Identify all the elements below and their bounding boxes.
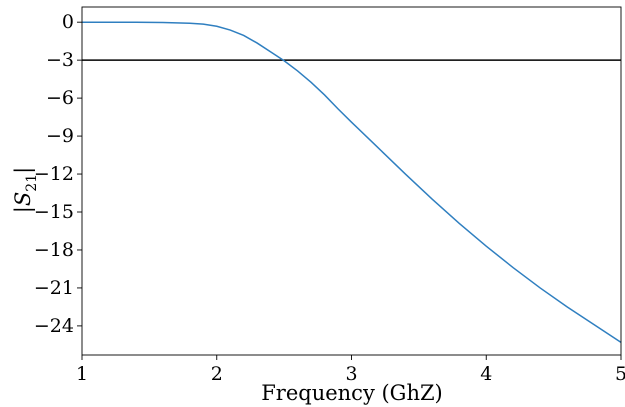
x-tick-label: 2 — [211, 363, 223, 385]
y-tick-label: −24 — [34, 315, 74, 337]
x-axis-label: Frequency (GhZ) — [261, 381, 443, 405]
y-tick-label: −18 — [34, 239, 74, 261]
y-tick-label: 0 — [62, 11, 74, 33]
x-tick-label: 3 — [345, 363, 357, 385]
y-tick-label: −21 — [34, 277, 74, 299]
series-line-0 — [82, 21, 622, 343]
axes: 1 2 3 4 5 0 −3 −6 −9 −12 −15 −18 −21 −24 — [34, 6, 625, 385]
plot-area — [82, 21, 622, 343]
x-tick-label: 5 — [615, 363, 625, 385]
y-axis-label-end: | — [11, 167, 36, 174]
y-tick-label: −12 — [34, 163, 74, 185]
y-tick-label: −9 — [46, 125, 74, 147]
y-tick-label: −3 — [46, 49, 74, 71]
y-axis-label-subscript: 21 — [24, 174, 40, 192]
y-axis-label-main: |S — [11, 192, 36, 213]
x-tick-label: 4 — [480, 363, 492, 385]
y-tick-label: −6 — [46, 87, 74, 109]
y-axis-label: |S21| — [11, 167, 40, 213]
x-tick-label: 1 — [76, 363, 88, 385]
y-tick-label: −15 — [34, 201, 74, 223]
plot-frame — [81, 6, 622, 356]
